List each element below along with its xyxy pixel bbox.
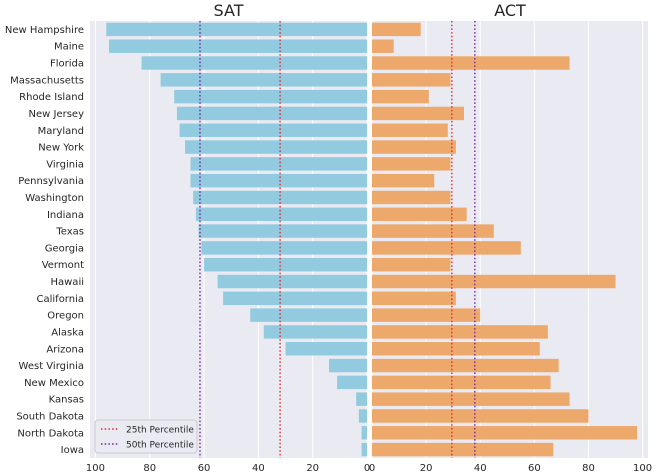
act-title: ACT — [494, 1, 526, 20]
sat-xtick-label-80: 80 — [143, 463, 156, 474]
sat-bar-new-mexico — [337, 375, 367, 390]
category-label-massachusetts: Massachusetts — [10, 75, 84, 86]
act-bar-florida — [372, 56, 570, 70]
act-xtick-label-80: 80 — [582, 463, 595, 474]
act-bar-rhode-island — [372, 89, 429, 104]
act-bar-new-hampshire — [372, 22, 421, 37]
act-xtick-label-100: 100 — [633, 463, 652, 474]
act-bar-hawaii — [372, 274, 616, 289]
sat-bar-iowa — [361, 442, 367, 457]
sat-bar-maryland — [179, 123, 367, 137]
act-bar-maryland — [372, 123, 448, 137]
act-bar-new-mexico — [372, 375, 551, 390]
sat-xtick-label-20: 20 — [306, 463, 319, 474]
legend-box — [94, 419, 198, 454]
act-bar-arizona — [372, 342, 540, 356]
sat-bar-rhode-island — [174, 89, 367, 104]
category-label-new-jersey: New Jersey — [29, 109, 85, 120]
sat-bar-virginia — [190, 157, 367, 171]
sat-bar-georgia — [201, 241, 367, 255]
sat-bar-north-dakota — [361, 426, 367, 440]
category-label-new-hampshire: New Hampshire — [5, 25, 84, 36]
sat-xtick-label-0: 0 — [364, 463, 370, 474]
category-label-vermont: Vermont — [42, 260, 84, 271]
act-bar-kansas — [372, 392, 570, 406]
act-bar-vermont — [372, 257, 451, 272]
sat-xtick-label-60: 60 — [198, 463, 211, 474]
category-label-washington: Washington — [25, 193, 84, 204]
sat-bar-indiana — [195, 207, 367, 222]
sat-bar-washington — [193, 190, 367, 205]
act-bar-washington — [372, 190, 451, 205]
category-label-iowa: Iowa — [61, 445, 84, 456]
category-label-maine: Maine — [54, 42, 84, 53]
sat-bar-pennsylvania — [190, 173, 367, 188]
legend-label-25th-percentile: 25th Percentile — [126, 426, 194, 436]
act-xtick-label-60: 60 — [528, 463, 541, 474]
category-label-new-mexico: New Mexico — [24, 378, 84, 389]
sat-xtick-label-40: 40 — [252, 463, 265, 474]
act-bar-oregon — [372, 308, 481, 322]
category-label-south-dakota: South Dakota — [16, 411, 84, 422]
category-label-pennsylvania: Pennsylvania — [18, 176, 84, 187]
category-label-hawaii: Hawaii — [50, 277, 84, 288]
act-bar-california — [372, 291, 456, 306]
category-label-new-york: New York — [38, 143, 84, 154]
category-label-rhode-island: Rhode Island — [19, 92, 84, 103]
category-label-arizona: Arizona — [46, 344, 84, 355]
legend-label-50th-percentile: 50th Percentile — [126, 441, 194, 451]
sat-bar-maine — [109, 39, 368, 53]
act-bar-virginia — [372, 157, 451, 171]
act-bar-new-jersey — [372, 106, 464, 121]
act-xtick-label-20: 20 — [420, 463, 433, 474]
sat-bar-south-dakota — [358, 409, 367, 423]
sat-bar-arizona — [285, 342, 367, 356]
category-label-florida: Florida — [50, 59, 84, 70]
act-bar-maine — [372, 39, 394, 53]
sat-bar-new-jersey — [176, 106, 367, 121]
act-bar-iowa — [372, 442, 554, 457]
sat-bar-vermont — [204, 257, 367, 272]
act-bar-indiana — [372, 207, 467, 222]
category-label-georgia: Georgia — [45, 243, 84, 254]
category-label-kansas: Kansas — [49, 395, 84, 406]
sat-plot-background — [90, 21, 367, 458]
sat-xtick-label-100: 100 — [86, 463, 105, 474]
sat-bar-oregon — [250, 308, 367, 322]
sat-bar-texas — [198, 224, 367, 238]
act-bar-new-york — [372, 140, 456, 154]
sat-bar-west-virginia — [328, 358, 367, 373]
category-label-indiana: Indiana — [47, 210, 84, 221]
category-label-california: California — [37, 294, 85, 305]
sat-bar-hawaii — [217, 274, 367, 289]
act-bar-west-virginia — [372, 358, 559, 373]
act-bar-georgia — [372, 241, 521, 255]
act-bar-alaska — [372, 325, 548, 339]
category-label-oregon: Oregon — [47, 311, 84, 322]
act-bar-south-dakota — [372, 409, 589, 423]
act-bar-texas — [372, 224, 494, 238]
category-label-texas: Texas — [55, 227, 84, 238]
act-xtick-label-0: 0 — [369, 463, 375, 474]
act-bar-north-dakota — [372, 426, 638, 440]
sat-bar-florida — [141, 56, 367, 70]
act-bar-massachusetts — [372, 73, 451, 87]
category-label-maryland: Maryland — [38, 126, 84, 137]
sat-bar-massachusetts — [160, 73, 367, 87]
act-bar-pennsylvania — [372, 173, 435, 188]
sat-bar-alaska — [263, 325, 367, 339]
sat-bar-new-york — [185, 140, 367, 154]
act-xtick-label-40: 40 — [474, 463, 487, 474]
category-label-west-virginia: West Virginia — [19, 361, 84, 372]
category-label-alaska: Alaska — [51, 327, 84, 338]
category-label-north-dakota: North Dakota — [17, 428, 84, 439]
sat-bar-new-hampshire — [106, 22, 367, 37]
sat-bar-california — [223, 291, 367, 306]
sat-bar-kansas — [356, 392, 367, 406]
category-label-virginia: Virginia — [46, 159, 84, 170]
sat-title: SAT — [214, 1, 244, 20]
